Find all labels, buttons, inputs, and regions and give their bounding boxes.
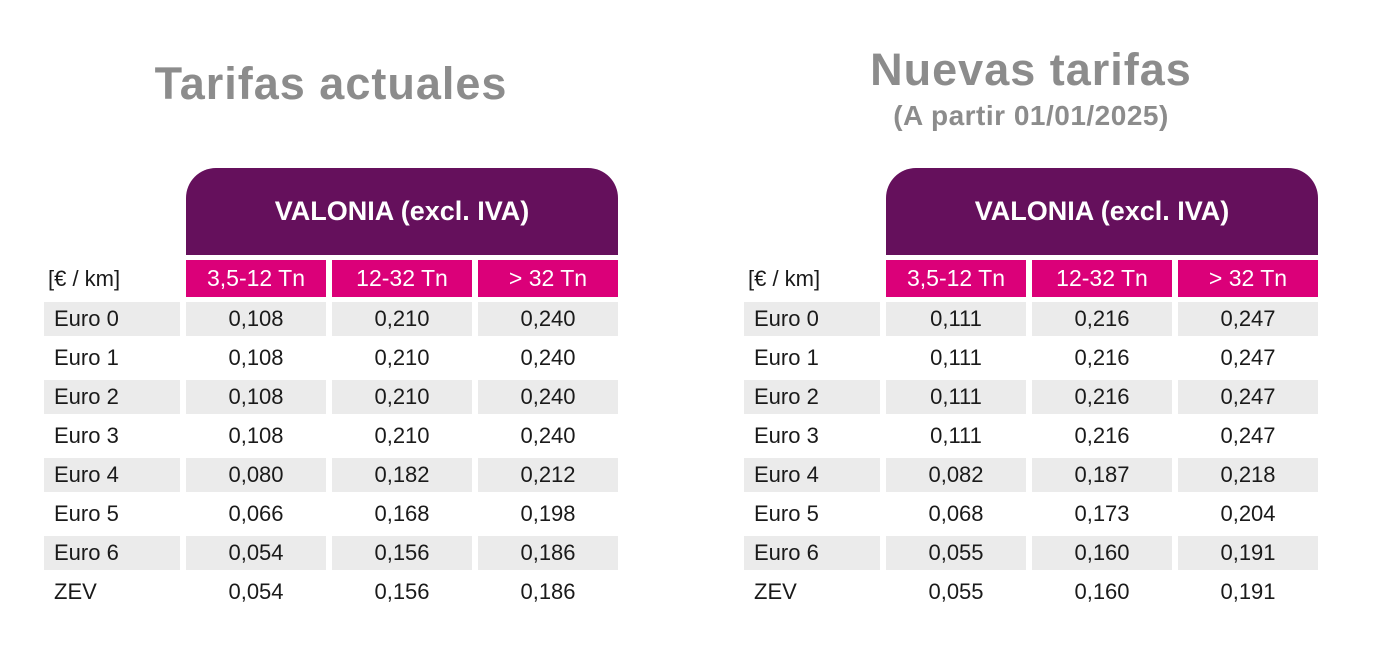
row-label: Euro 3 <box>54 423 119 448</box>
cell-value: 0,204 <box>1220 501 1276 526</box>
cell-value: 0,240 <box>520 423 576 448</box>
cell-value: 0,066 <box>228 501 284 526</box>
row-label: ZEV <box>54 579 97 604</box>
cell-value: 0,082 <box>886 458 1026 492</box>
cell-value: 0,240 <box>478 302 618 336</box>
cell-value: 0,168 <box>374 501 430 526</box>
cell-value: 0,212 <box>478 458 618 492</box>
cell-value: 0,111 <box>886 380 1026 414</box>
cell-value: 0,210 <box>332 302 472 336</box>
cell-value: 0,160 <box>1032 536 1172 570</box>
cell-value: 0,068 <box>928 501 984 526</box>
col-header: 12-32 Tn <box>1032 260 1172 297</box>
cell-value: 0,187 <box>1032 458 1172 492</box>
row-label: Euro 2 <box>44 380 180 414</box>
cell-value: 0,240 <box>520 345 576 370</box>
cell-value: 0,156 <box>332 536 472 570</box>
cell-value: 0,216 <box>1074 423 1130 448</box>
unit-label: [€ / km] <box>48 265 121 291</box>
cell-value: 0,111 <box>930 345 982 370</box>
cell-value: 0,186 <box>520 579 576 604</box>
row-label: Euro 3 <box>754 423 819 448</box>
cell-value: 0,173 <box>1074 501 1130 526</box>
cell-value: 0,054 <box>186 536 326 570</box>
cell-value: 0,160 <box>1074 579 1130 604</box>
corner-spacer <box>44 168 180 255</box>
new-tariffs-table: VALONIA (excl. IVA) [€ / km] 3,5-12 Tn 1… <box>744 168 1318 609</box>
row-label: Euro 6 <box>44 536 180 570</box>
cell-value: 0,055 <box>886 536 1026 570</box>
cell-value: 0,210 <box>332 380 472 414</box>
col-header: 3,5-12 Tn <box>186 260 326 297</box>
cell-value: 0,186 <box>478 536 618 570</box>
row-label: Euro 5 <box>54 501 119 526</box>
cell-value: 0,247 <box>1220 423 1276 448</box>
cell-value: 0,156 <box>374 579 430 604</box>
region-header: VALONIA (excl. IVA) <box>886 168 1318 255</box>
cell-value: 0,108 <box>186 302 326 336</box>
left-table-title-block: Tarifas actuales <box>44 58 618 109</box>
col-header: > 32 Tn <box>1178 260 1318 297</box>
cell-value: 0,240 <box>478 380 618 414</box>
row-label: Euro 4 <box>44 458 180 492</box>
cell-value: 0,218 <box>1178 458 1318 492</box>
row-label: Euro 6 <box>744 536 880 570</box>
cell-value: 0,055 <box>928 579 984 604</box>
page-title: Nuevas tarifas <box>870 44 1192 95</box>
row-label: Euro 4 <box>744 458 880 492</box>
right-table-title-block: Nuevas tarifas (A partir 01/01/2025) <box>744 46 1318 132</box>
row-label: Euro 2 <box>744 380 880 414</box>
cell-value: 0,054 <box>228 579 284 604</box>
row-label: Euro 5 <box>754 501 819 526</box>
cell-value: 0,182 <box>332 458 472 492</box>
cell-value: 0,108 <box>228 345 284 370</box>
cell-value: 0,216 <box>1032 380 1172 414</box>
cell-value: 0,191 <box>1220 579 1276 604</box>
col-header: 12-32 Tn <box>332 260 472 297</box>
cell-value: 0,111 <box>930 423 982 448</box>
row-label: ZEV <box>754 579 797 604</box>
cell-value: 0,247 <box>1178 380 1318 414</box>
cell-value: 0,216 <box>1074 345 1130 370</box>
cell-value: 0,247 <box>1178 302 1318 336</box>
col-header: > 32 Tn <box>478 260 618 297</box>
unit-label: [€ / km] <box>748 265 821 291</box>
row-label: Euro 1 <box>54 345 119 370</box>
cell-value: 0,111 <box>886 302 1026 336</box>
cell-value: 0,198 <box>520 501 576 526</box>
cell-value: 0,216 <box>1032 302 1172 336</box>
row-label: Euro 0 <box>744 302 880 336</box>
cell-value: 0,191 <box>1178 536 1318 570</box>
cell-value: 0,210 <box>374 423 430 448</box>
col-header: 3,5-12 Tn <box>886 260 1026 297</box>
cell-value: 0,210 <box>374 345 430 370</box>
current-tariffs-table: VALONIA (excl. IVA) [€ / km] 3,5-12 Tn 1… <box>44 168 618 609</box>
row-label: Euro 1 <box>754 345 819 370</box>
cell-value: 0,080 <box>186 458 326 492</box>
page-subtitle: (A partir 01/01/2025) <box>893 100 1169 132</box>
row-label: Euro 0 <box>44 302 180 336</box>
cell-value: 0,108 <box>186 380 326 414</box>
corner-spacer <box>744 168 880 255</box>
page-title: Tarifas actuales <box>154 58 508 109</box>
cell-value: 0,247 <box>1220 345 1276 370</box>
region-header: VALONIA (excl. IVA) <box>186 168 618 255</box>
cell-value: 0,108 <box>228 423 284 448</box>
